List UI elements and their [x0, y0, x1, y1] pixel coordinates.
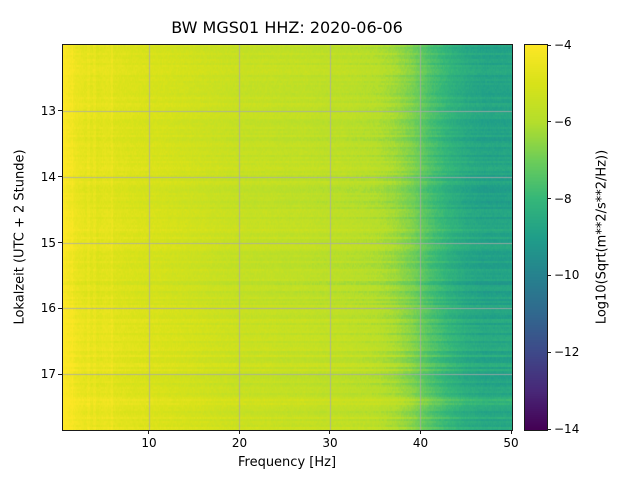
x-tick-mark [238, 430, 240, 434]
y-tick-mark [58, 307, 62, 309]
colorbar-tick-label: −14 [554, 422, 580, 436]
colorbar-tick-mark [547, 44, 551, 46]
x-tick-label: 10 [141, 436, 157, 450]
y-tick-mark [58, 110, 62, 112]
x-tick-mark [419, 430, 421, 434]
plot-area [62, 44, 513, 431]
x-tick-label: 50 [503, 436, 519, 450]
colorbar-tick-label: −4 [554, 38, 572, 52]
x-tick-label: 30 [322, 436, 338, 450]
y-tick-label: 13 [40, 103, 56, 118]
x-tick-label: 20 [231, 436, 248, 450]
colorbar [524, 44, 548, 431]
colorbar-tick-mark [547, 121, 551, 123]
colorbar-tick-mark [547, 351, 551, 353]
colorbar-tick-mark [547, 428, 551, 430]
colorbar-label: Log10(Sqrt(m**2/s**2/Hz)) [594, 149, 610, 325]
x-tick-label: 40 [412, 436, 429, 450]
colorbar-tick-label: −10 [554, 268, 580, 283]
y-tick-mark [58, 373, 62, 375]
y-tick-mark [58, 242, 62, 244]
colorbar-tick-label: −6 [554, 114, 572, 129]
x-tick-mark [148, 430, 150, 434]
chart-title: BW MGS01 HHZ: 2020-06-06 [171, 18, 403, 37]
colorbar-tick-label: −8 [554, 191, 572, 206]
x-tick-mark [510, 430, 512, 434]
y-tick-label: 17 [40, 367, 56, 382]
y-tick-mark [58, 176, 62, 178]
colorbar-tick-label: −12 [554, 345, 580, 360]
y-tick-label: 16 [40, 301, 56, 316]
colorbar-canvas [525, 45, 547, 430]
spectrogram-canvas [63, 45, 512, 430]
x-tick-mark [329, 430, 331, 434]
y-tick-label: 14 [40, 169, 56, 184]
colorbar-tick-mark [547, 274, 551, 276]
x-axis-label: Frequency [Hz] [237, 455, 337, 470]
y-tick-label: 15 [40, 235, 56, 250]
colorbar-tick-mark [547, 198, 551, 200]
